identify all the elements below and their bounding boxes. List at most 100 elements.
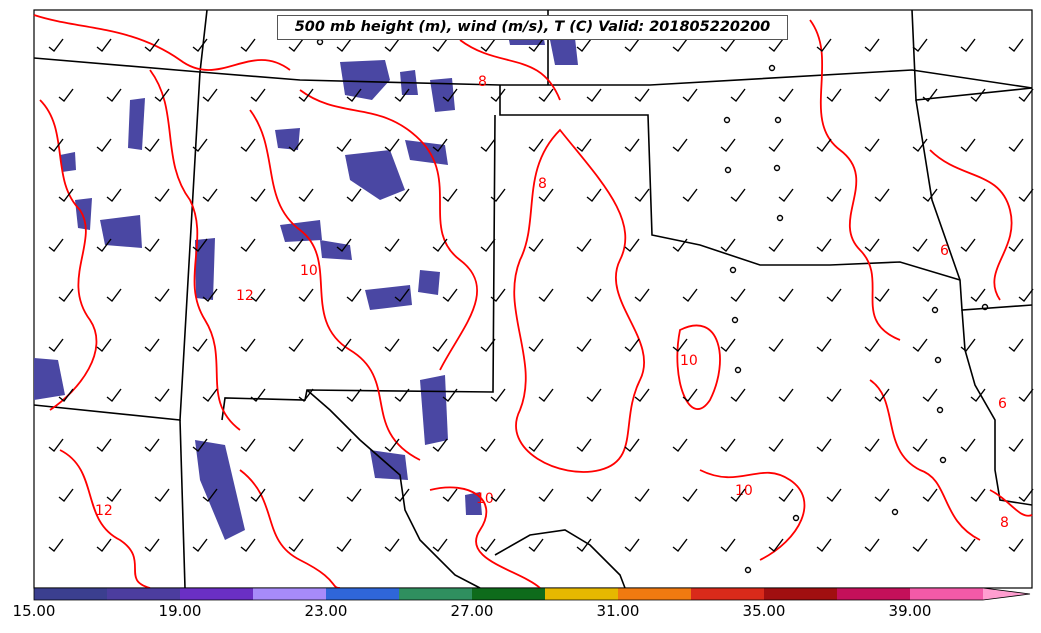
wind-barb xyxy=(864,338,880,352)
wind-barb xyxy=(346,188,362,202)
wind-barb xyxy=(298,288,314,302)
wind-barb xyxy=(576,438,592,452)
wind-barb xyxy=(336,38,352,52)
wind-barb xyxy=(336,438,352,452)
wind-barb xyxy=(576,38,592,52)
wind-barb xyxy=(768,38,784,52)
wind-barb xyxy=(874,88,890,102)
wind-barb xyxy=(250,488,266,502)
wind-barb xyxy=(442,388,458,402)
wind-barb xyxy=(298,88,314,102)
wind-barb xyxy=(250,388,266,402)
colorbar-segment xyxy=(545,588,619,600)
colorbar-segment xyxy=(34,588,108,600)
wind-barb xyxy=(720,338,736,352)
wind-barb xyxy=(624,138,640,152)
wind-barb xyxy=(288,38,304,52)
wind-barb xyxy=(154,488,170,502)
wind-barb xyxy=(624,338,640,352)
wind-barb xyxy=(1018,488,1034,502)
contour-label: 6 xyxy=(940,243,949,259)
wind-barb xyxy=(816,438,832,452)
calm-circle xyxy=(731,316,739,324)
calm-circle xyxy=(939,456,947,464)
wind-barbs xyxy=(48,38,1034,552)
wind-barb xyxy=(48,38,64,52)
wind-barb xyxy=(816,38,832,52)
wind-barb xyxy=(1018,288,1034,302)
wind-barb xyxy=(778,88,794,102)
wind-barb xyxy=(538,488,554,502)
fill-patch xyxy=(195,440,245,540)
boundary-line xyxy=(494,529,626,589)
wind-barb xyxy=(922,288,938,302)
wind-barb xyxy=(624,438,640,452)
wind-barb xyxy=(48,438,64,452)
colorbar-segment xyxy=(837,588,911,600)
wind-barb xyxy=(624,238,640,252)
wind-barb xyxy=(586,88,602,102)
wind-barb xyxy=(730,188,746,202)
wind-barb xyxy=(384,438,400,452)
wind-barb xyxy=(922,88,938,102)
wind-barb xyxy=(960,338,976,352)
wind-barb xyxy=(58,288,74,302)
wind-barb xyxy=(730,388,746,402)
wind-barb xyxy=(144,238,160,252)
wind-barb xyxy=(490,488,506,502)
wind-barb xyxy=(384,238,400,252)
fill-patch xyxy=(128,98,145,150)
wind-barb xyxy=(586,488,602,502)
wind-barb xyxy=(58,388,74,402)
wind-barb xyxy=(672,538,688,552)
wind-barb xyxy=(730,288,746,302)
wind-barb xyxy=(48,138,64,152)
wind-barb xyxy=(730,88,746,102)
wind-barb xyxy=(96,238,112,252)
contour-label: 8 xyxy=(538,176,547,192)
wind-barb xyxy=(240,438,256,452)
wind-barb xyxy=(816,238,832,252)
wind-barb xyxy=(970,288,986,302)
fill-patch xyxy=(75,198,92,230)
wind-barb xyxy=(202,188,218,202)
boundary-line xyxy=(499,85,961,281)
wind-barb xyxy=(768,538,784,552)
wind-barb xyxy=(682,88,698,102)
wind-barb xyxy=(826,288,842,302)
wind-barb xyxy=(1008,138,1024,152)
wind-barb xyxy=(490,88,506,102)
wind-barb xyxy=(298,488,314,502)
wind-barb xyxy=(720,438,736,452)
wind-barb xyxy=(922,388,938,402)
wind-barb xyxy=(192,438,208,452)
wind-barb xyxy=(576,338,592,352)
wind-barb xyxy=(960,538,976,552)
contour-label: 10 xyxy=(476,491,494,507)
temperature-contours xyxy=(33,14,1033,589)
wind-barb xyxy=(442,188,458,202)
wind-barb xyxy=(384,38,400,52)
wind-barb xyxy=(202,88,218,102)
colorbar-extend-arrow xyxy=(983,588,1030,600)
calm-circle xyxy=(744,566,752,574)
wind-barb xyxy=(1008,238,1024,252)
wind-barb xyxy=(874,288,890,302)
wind-barb xyxy=(960,138,976,152)
contour-labels: 8 8 10 12 10 10 6 6 8 10 12 xyxy=(95,74,1009,531)
wind-barb xyxy=(768,438,784,452)
wind-barb xyxy=(480,238,496,252)
wind-barb xyxy=(672,38,688,52)
calm-circle xyxy=(776,214,784,222)
wind-barb xyxy=(528,538,544,552)
contour-line xyxy=(299,89,479,371)
wind-barb xyxy=(682,488,698,502)
colorbar-outline xyxy=(33,587,1031,601)
wind-barb xyxy=(240,538,256,552)
calm-markers xyxy=(316,38,989,574)
wind-barb xyxy=(432,138,448,152)
contour-label: 8 xyxy=(478,74,487,90)
calm-circle xyxy=(891,508,899,516)
wind-barb xyxy=(48,238,64,252)
wind-barb xyxy=(250,88,266,102)
